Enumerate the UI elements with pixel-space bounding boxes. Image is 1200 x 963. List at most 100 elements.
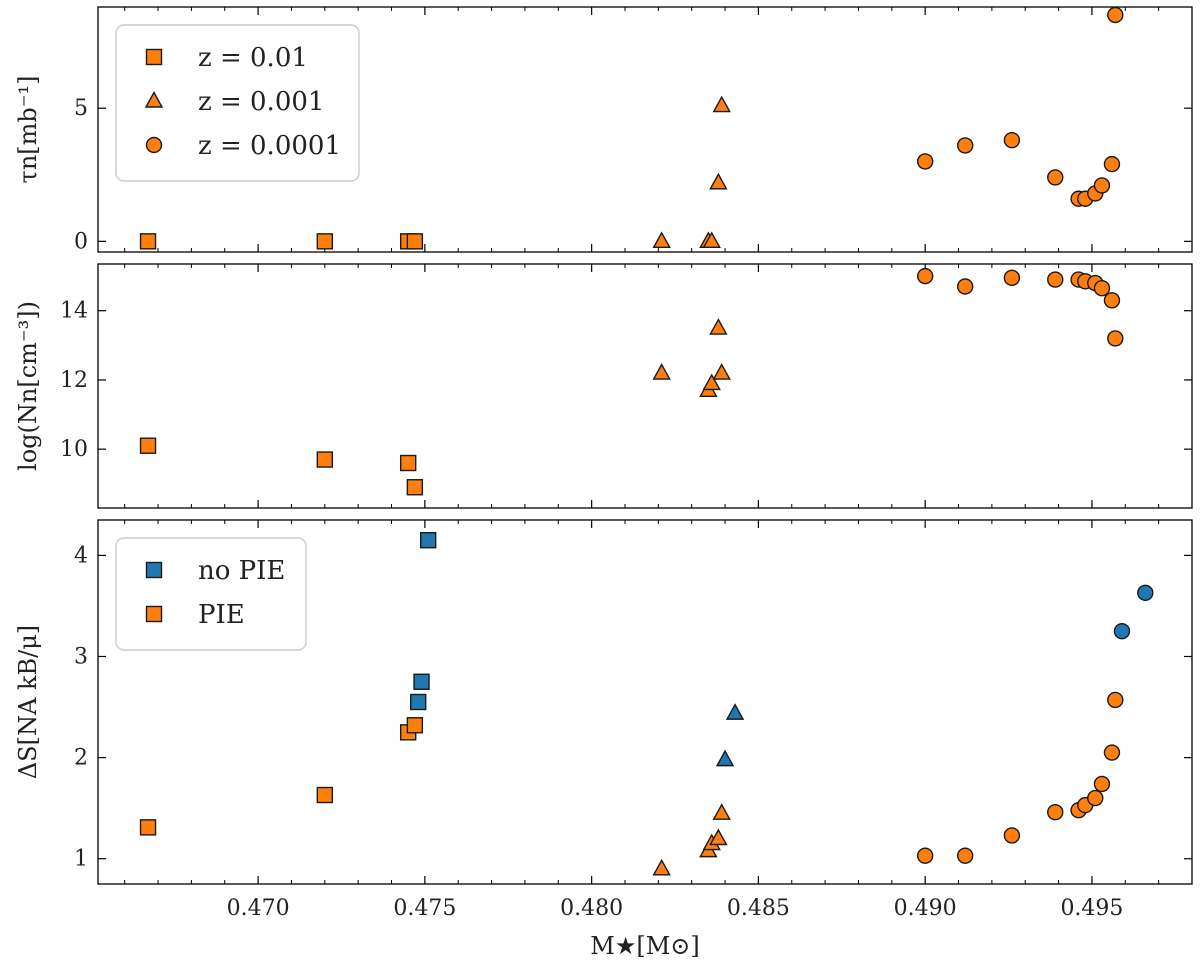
data-point [406,717,424,734]
data-point [139,819,157,836]
series-1 [409,532,437,711]
data-point [712,95,731,113]
y-tick-label: 12 [60,368,88,393]
data-point [1003,269,1021,287]
series-2 [652,95,731,249]
data-point [406,479,424,496]
x-tick-label: 0.485 [727,896,790,921]
data-point [916,847,934,864]
data-point [956,278,974,295]
series-2 [139,717,424,836]
y-tick-label: 1 [74,847,88,872]
data-point [399,454,417,472]
legend-box [115,24,360,182]
x-tick-label: 0.490 [894,896,957,921]
y-tick-label: 2 [74,746,88,771]
panel-2: 10 12 14 log(Nn[cm⁻³]) [14,263,1193,509]
data-point [652,363,671,380]
data-point [1047,804,1064,821]
y-axis-label: log(Nn[cm⁻³]) [14,301,42,471]
data-point [1103,292,1121,309]
series-6 [916,691,1124,864]
legend: no PIE PIE [115,537,307,651]
panel-frame [97,6,1193,253]
data-point [1107,330,1124,347]
data-point [406,233,424,250]
y-axis-label: τn[mb⁻¹] [14,76,42,184]
series-5 [1113,584,1154,640]
series-3 [916,6,1124,207]
series-1 [139,437,424,496]
data-point [709,828,728,846]
data-point [139,233,157,250]
data-point [916,267,934,285]
data-point [702,231,721,249]
data-point [956,847,974,864]
data-point [409,693,427,711]
data-point [725,703,745,720]
data-point [1113,623,1131,640]
panel-frame [97,519,1193,885]
legend-marker [145,136,163,154]
legend-label: z = 0.001 [198,87,324,117]
data-point [1087,789,1104,807]
x-tick-label: 0.470 [227,896,290,921]
legend-marker [145,48,163,66]
data-point [916,153,934,170]
data-point [702,373,721,391]
data-point [316,786,334,804]
panel-frame [97,263,1193,509]
series-4 [652,803,731,876]
x-axis-label: M★[M⊙] [590,932,700,960]
data-point [956,137,974,154]
legend-box [115,537,307,651]
data-point [1137,584,1154,601]
x-tick-label: 0.475 [393,896,456,921]
legend-label: z = 0.0001 [198,131,341,161]
legend-label: no PIE [198,556,285,586]
data-point [709,172,728,190]
x-tick-label: 0.480 [560,896,623,921]
y-tick-label: 0 [74,229,88,254]
data-point [1047,271,1064,288]
data-point [1093,280,1111,297]
data-point [139,437,157,454]
series-2 [652,318,731,398]
data-point [709,318,728,335]
y-tick-label: 10 [60,437,88,462]
y-tick-label: 14 [60,299,88,324]
series-3 [916,267,1124,347]
legend-label: PIE [198,600,245,630]
x-tick-label: 0.495 [1060,896,1123,921]
data-point [1103,744,1121,761]
data-point [1093,775,1111,793]
panel-1: 0 5 τn[mb⁻¹] z = 0.01 z = 0.001 z = 0.0001 [14,6,1193,254]
y-axis-label: ΔS[NA kB/μ] [14,625,42,779]
data-point [712,363,731,380]
data-point [652,231,671,249]
data-point [413,673,430,690]
data-point [1047,169,1064,186]
panel-3: 1 2 3 4 ΔS[NA kB/μ] no PIE PIE [14,519,1193,885]
data-point [1107,6,1124,24]
data-point [1003,131,1021,149]
legend-marker [144,91,164,108]
legend: z = 0.01 z = 0.001 z = 0.0001 [115,24,360,182]
y-tick-label: 3 [74,645,88,670]
data-point [652,858,671,876]
data-point [712,803,731,820]
data-point [316,233,334,250]
data-point [420,532,437,549]
legend-marker [145,561,163,579]
data-point [1103,155,1121,173]
legend-label: z = 0.01 [198,43,308,73]
data-point [1093,177,1111,194]
data-point [316,451,334,468]
y-tick-label: 4 [74,543,88,568]
data-point [1003,827,1021,844]
legend-marker [145,605,163,623]
data-point [715,749,735,767]
series-1 [139,233,424,250]
series-3 [715,703,745,767]
